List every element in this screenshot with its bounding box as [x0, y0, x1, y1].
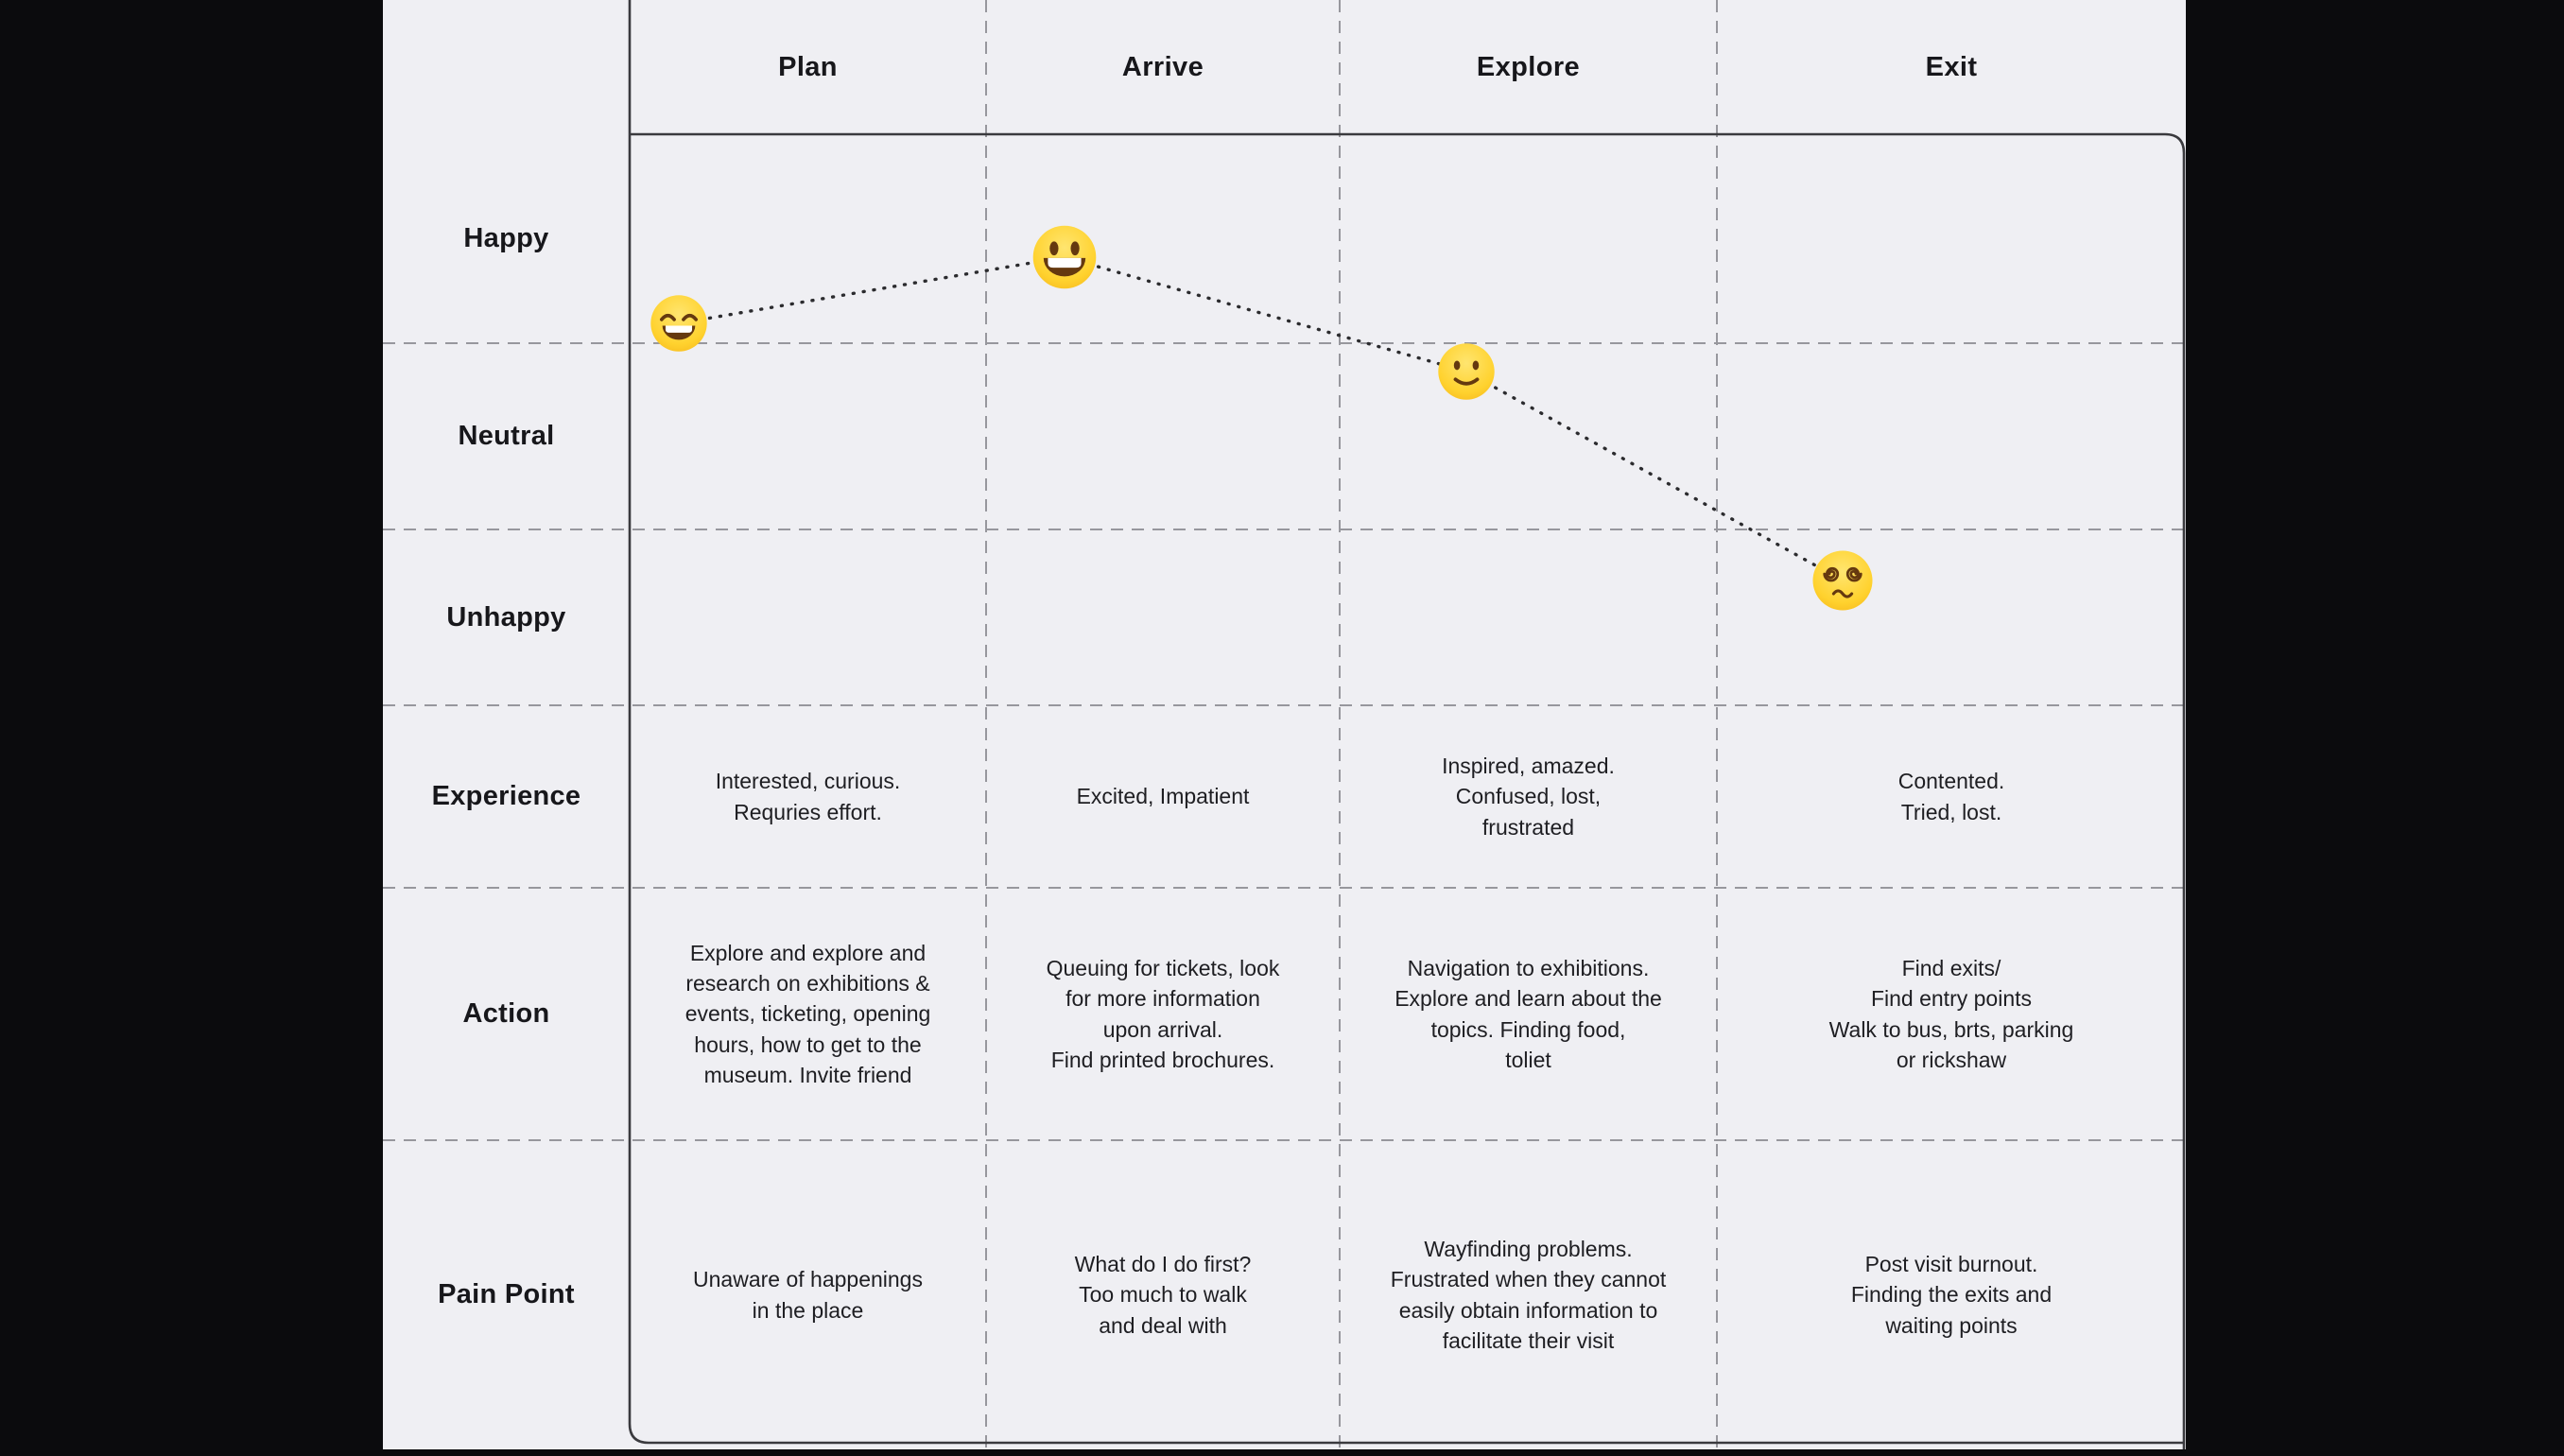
row-label-unhappy: Unhappy: [446, 601, 566, 633]
row-label-action: Action: [462, 998, 550, 1029]
cell-pain-point-exit: Post visit burnout. Finding the exits an…: [1850, 1252, 2053, 1338]
cell-experience-arrive: Excited, Impatient: [1076, 784, 1250, 809]
stage-header-explore: Explore: [1476, 51, 1581, 82]
grinning-face-smiling-eyes-icon: [648, 292, 710, 355]
cell-action-exit: Find exits/ Find entry points Walk to bu…: [1828, 956, 2074, 1072]
face-with-spiral-eyes-icon: [1810, 547, 1876, 614]
row-label-experience: Experience: [431, 781, 581, 811]
row-label-happy: Happy: [463, 223, 549, 253]
cell-experience-plan: Interested, curious. Requries effort.: [715, 769, 901, 824]
cell-pain-point-explore: Wayfinding problems. Frustrated when the…: [1390, 1237, 1667, 1353]
row-label-neutral: Neutral: [458, 421, 555, 451]
slightly-smiling-face-icon: [1435, 340, 1498, 403]
cell-pain-point-arrive: What do I do first? Too much to walk and…: [1074, 1252, 1252, 1338]
cell-experience-explore: Inspired, amazed. Confused, lost, frustr…: [1442, 754, 1615, 840]
cell-pain-point-plan: Unaware of happenings in the place: [693, 1267, 923, 1323]
cell-experience-exit: Contented. Tried, lost.: [1897, 769, 2005, 824]
row-label-pain-point: Pain Point: [438, 1279, 575, 1309]
stage-header-exit: Exit: [1925, 51, 1978, 82]
stage-header-plan: Plan: [778, 51, 838, 82]
stage-header-arrive: Arrive: [1121, 51, 1204, 82]
cell-action-explore: Navigation to exhibitions. Explore and l…: [1395, 956, 1662, 1072]
grinning-face-big-eyes-icon: [1030, 222, 1100, 292]
cell-action-arrive: Queuing for tickets, look for more infor…: [1046, 956, 1280, 1072]
cell-action-plan: Explore and explore and research on exhi…: [684, 941, 931, 1087]
